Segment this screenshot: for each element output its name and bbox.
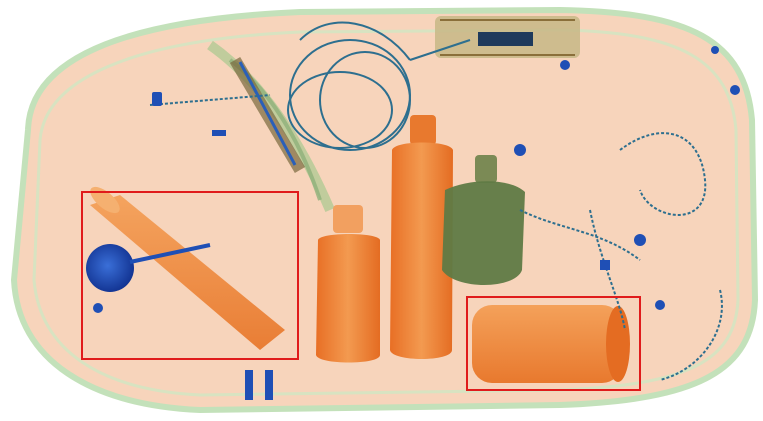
coil-wires	[149, 94, 723, 381]
green-flask	[442, 155, 525, 285]
bottle-large	[390, 115, 453, 359]
bottle-small	[316, 205, 380, 363]
detection-box-left	[81, 191, 299, 360]
cable-bundle	[287, 21, 471, 151]
cylinder-right	[472, 305, 630, 383]
circuit-board	[435, 16, 580, 58]
detection-box-right	[466, 296, 641, 391]
blue-round-object	[86, 243, 211, 292]
metal-fragments	[93, 46, 740, 400]
cylinder-left	[90, 186, 285, 350]
